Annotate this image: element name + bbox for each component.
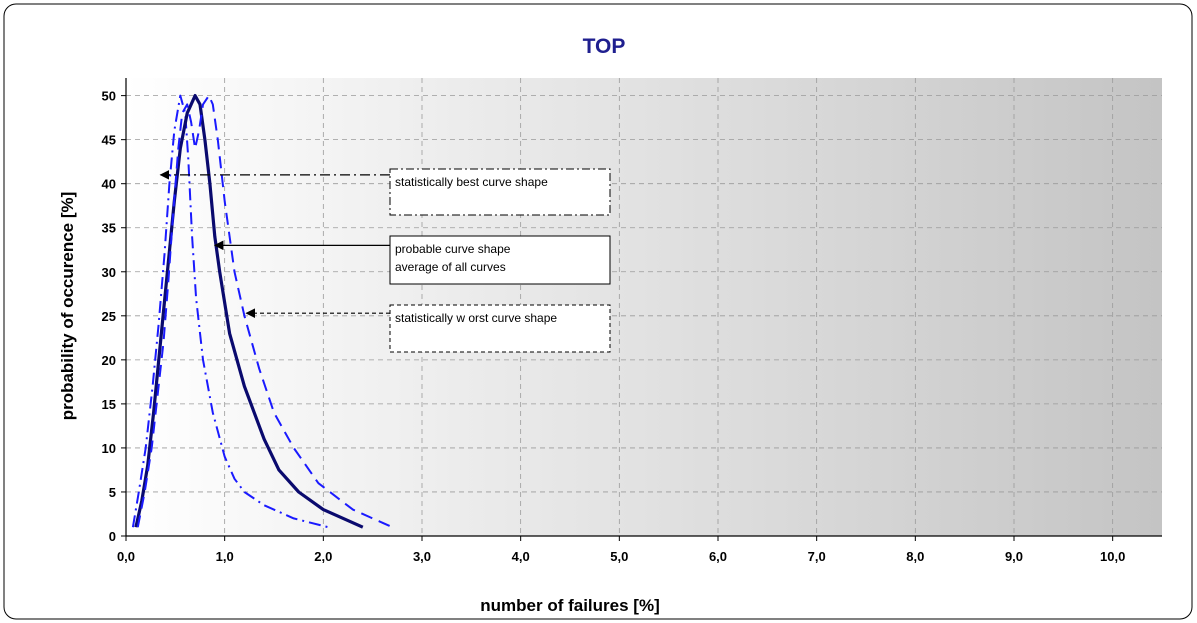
x-tick-label: 5,0 xyxy=(610,549,628,564)
annotation-box xyxy=(389,304,611,353)
y-tick-label: 45 xyxy=(102,133,116,148)
y-tick-label: 35 xyxy=(102,221,116,236)
y-tick-label: 5 xyxy=(109,485,116,500)
annotations: statistically best curve shape probable c… xyxy=(159,168,611,353)
x-tick-label: 8,0 xyxy=(906,549,924,564)
x-tick-label: 9,0 xyxy=(1005,549,1023,564)
series-line-solid xyxy=(134,94,364,529)
y-tick-label: 40 xyxy=(102,177,116,192)
y-tick-label: 25 xyxy=(102,309,116,324)
annotation-text: statistically w orst curve shape xyxy=(395,311,557,325)
annotation-text: probable curve shape xyxy=(395,242,511,256)
y-axis-label: probability of occurence [%] xyxy=(58,192,77,421)
x-tick-label: 0,0 xyxy=(117,549,135,564)
y-tick-label: 20 xyxy=(102,353,116,368)
x-tick-label: 3,0 xyxy=(413,549,431,564)
x-tick-label: 6,0 xyxy=(709,549,727,564)
axes: 0 5 10 15 20 25 30 35 40 45 50 0,0 1,0 2,0 3,0 4,0 5,0 6,… xyxy=(102,78,1162,564)
series-line-dashdot xyxy=(131,94,329,529)
x-tick-label: 1,0 xyxy=(216,549,234,564)
chart-title: TOP xyxy=(583,35,626,58)
annotation-worst: statistically w orst curve shape xyxy=(245,304,611,353)
x-tick-label: 7,0 xyxy=(808,549,826,564)
y-tick-label: 50 xyxy=(102,89,116,104)
annotation-box xyxy=(389,168,611,216)
y-tick-label: 30 xyxy=(102,265,116,280)
x-tick-label: 4,0 xyxy=(512,549,530,564)
y-tick-label: 15 xyxy=(102,397,116,412)
annotation-box xyxy=(389,235,611,285)
x-tick-label: 2,0 xyxy=(314,549,332,564)
x-tick-label: 10,0 xyxy=(1100,549,1125,564)
annotation-text: statistically best curve shape xyxy=(395,175,548,189)
series-group xyxy=(131,94,393,529)
annotation-average: probable curve shape average of all curve… xyxy=(213,235,611,285)
y-tick-label: 10 xyxy=(102,441,116,456)
annotation-best: statistically best curve shape xyxy=(159,168,611,216)
x-axis-label: number of failures [%] xyxy=(480,596,659,615)
grid xyxy=(126,78,1162,536)
series-line-dashed xyxy=(136,94,393,529)
annotation-text: average of all curves xyxy=(395,260,506,274)
y-tick-label: 0 xyxy=(109,529,116,544)
plot-area xyxy=(126,78,1162,536)
